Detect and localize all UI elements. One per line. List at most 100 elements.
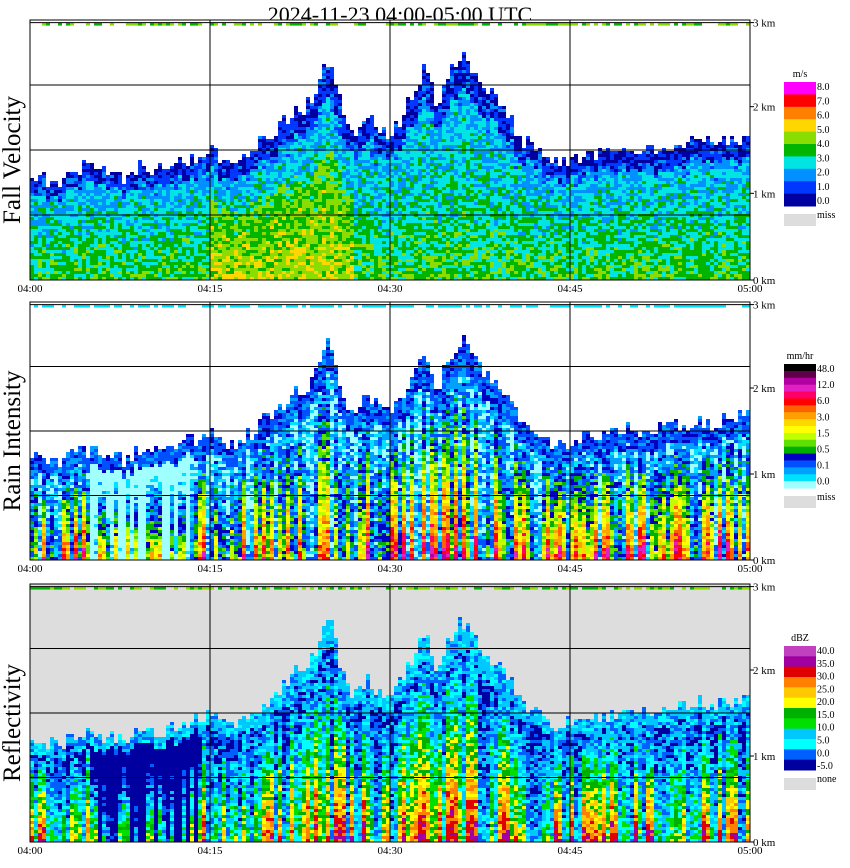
radar-cell (286, 187, 290, 190)
upper-echo (330, 22, 334, 26)
radar-cell (274, 160, 278, 163)
radar-cell (54, 271, 58, 274)
radar-cell (334, 163, 338, 166)
radar-cell (354, 229, 358, 232)
radar-cell (418, 241, 422, 244)
radar-cell (394, 166, 398, 169)
radar-cell (186, 193, 190, 196)
radar-cell (86, 169, 90, 172)
radar-cell (54, 259, 58, 262)
radar-cell (350, 166, 354, 169)
radar-cell (234, 208, 238, 211)
radar-cell (382, 208, 386, 211)
radar-cell (62, 268, 66, 271)
radar-cell (414, 244, 418, 247)
radar-cell (306, 160, 310, 163)
radar-cell (334, 145, 338, 148)
radar-cell (86, 238, 90, 241)
radar-cell (370, 256, 374, 259)
radar-cell (34, 226, 38, 229)
radar-cell (322, 115, 326, 118)
radar-cell (414, 91, 418, 94)
radar-cell (278, 250, 282, 253)
radar-cell (270, 262, 274, 265)
radar-cell (174, 175, 178, 178)
radar-cell (234, 169, 238, 172)
radar-cell (286, 250, 290, 253)
radar-cell (206, 274, 210, 277)
radar-cell (314, 124, 318, 127)
radar-cell (162, 220, 166, 223)
radar-cell (298, 256, 302, 259)
radar-cell (114, 253, 118, 256)
radar-cell (386, 250, 390, 253)
radar-cell (422, 145, 426, 148)
radar-cell (358, 175, 362, 178)
radar-cell (278, 160, 282, 163)
upper-echo (274, 22, 278, 26)
radar-cell (86, 205, 90, 208)
radar-cell (198, 169, 202, 172)
radar-cell (418, 133, 422, 136)
radar-cell (442, 103, 446, 106)
radar-cell (426, 226, 430, 229)
radar-cell (306, 169, 310, 172)
radar-cell (278, 244, 282, 247)
radar-cell (358, 190, 362, 193)
radar-cell (366, 178, 370, 181)
radar-cell (254, 274, 258, 277)
radar-cell (130, 193, 134, 196)
radar-cell (326, 169, 330, 172)
radar-cell (90, 244, 94, 247)
radar-cell (234, 184, 238, 187)
radar-cell (238, 181, 242, 184)
radar-cell (282, 247, 286, 250)
radar-cell (410, 229, 414, 232)
radar-cell (210, 151, 214, 154)
radar-cell (398, 193, 402, 196)
radar-cell (274, 142, 278, 145)
radar-cell (338, 127, 342, 130)
radar-cell (246, 271, 250, 274)
radar-cell (98, 184, 102, 187)
radar-cell (422, 157, 426, 160)
radar-cell (354, 172, 358, 175)
radar-cell (358, 202, 362, 205)
radar-cell (314, 259, 318, 262)
radar-cell (314, 166, 318, 169)
radar-cell (66, 211, 70, 214)
radar-cell (50, 250, 54, 253)
radar-cell (262, 175, 266, 178)
radar-cell (214, 220, 218, 223)
radar-cell (294, 190, 298, 193)
radar-cell (282, 196, 286, 199)
radar-cell (110, 175, 114, 178)
radar-cell (406, 208, 410, 211)
radar-cell (442, 199, 446, 202)
radar-cell (30, 235, 34, 238)
radar-cell (434, 244, 438, 247)
radar-cell (322, 265, 326, 268)
radar-cell (402, 127, 406, 130)
radar-cell (318, 202, 322, 205)
radar-cell (74, 235, 78, 238)
radar-cell (190, 226, 194, 229)
upper-echo (58, 22, 62, 26)
radar-cell (398, 196, 402, 199)
radar-cell (70, 199, 74, 202)
radar-cell (354, 142, 358, 145)
radar-cell (446, 238, 450, 241)
radar-cell (126, 247, 130, 250)
radar-cell (438, 196, 442, 199)
radar-cell (262, 226, 266, 229)
radar-cell (430, 91, 434, 94)
radar-cell (446, 169, 450, 172)
radar-cell (214, 226, 218, 229)
radar-cell (310, 127, 314, 130)
radar-cell (258, 160, 262, 163)
radar-cell (434, 226, 438, 229)
radar-cell (82, 184, 86, 187)
radar-cell (90, 169, 94, 172)
radar-cell (266, 190, 270, 193)
radar-cell (134, 181, 138, 184)
